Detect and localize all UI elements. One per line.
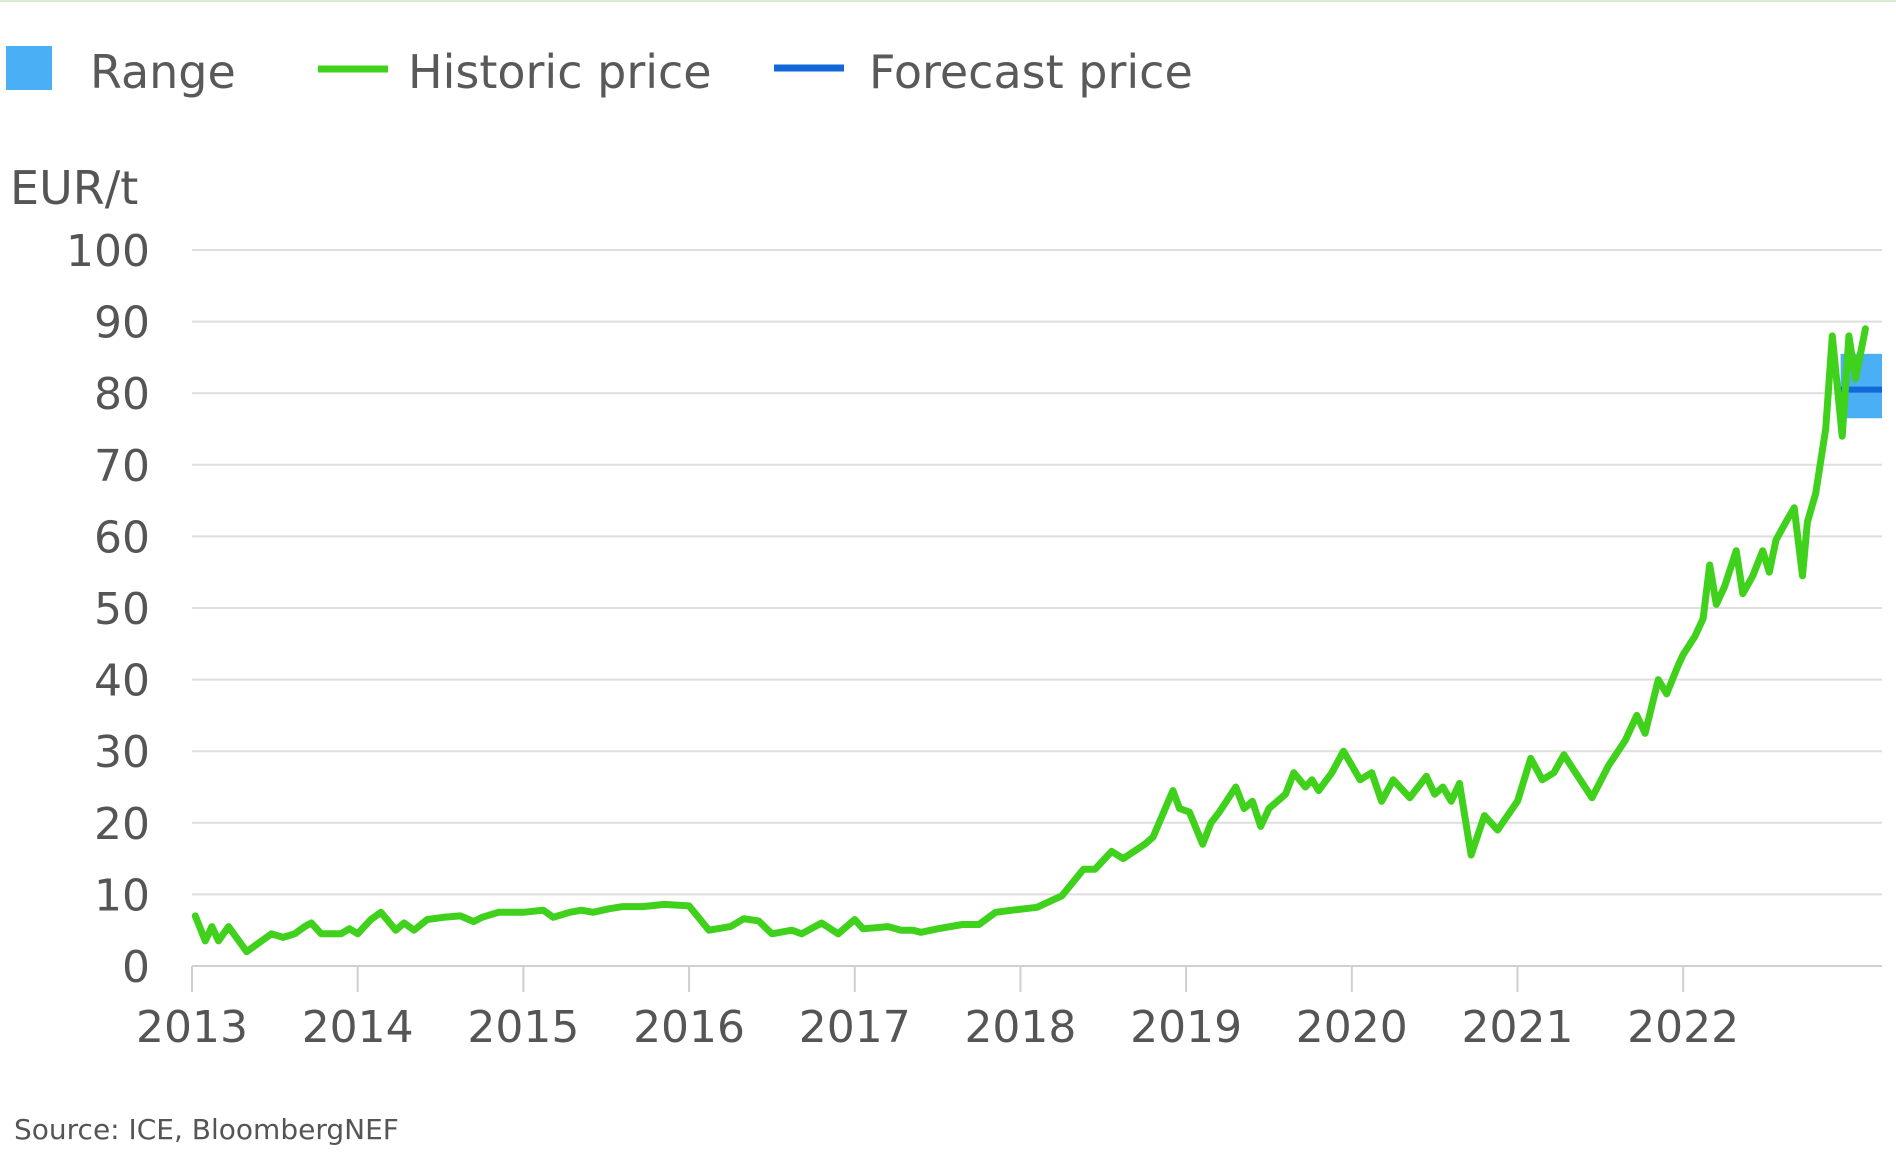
legend-range-label: Range xyxy=(90,45,236,99)
y-axis-ticks: 0 10 20 30 40 50 60 70 80 90 100 xyxy=(66,226,150,993)
x-axis: 2013 2014 2015 2016 2017 2018 2019 2020 2021 2022 xyxy=(136,965,1882,1053)
y-tick-label: 0 xyxy=(122,942,150,993)
y-tick-label: 70 xyxy=(94,441,150,492)
x-tick-label: 2018 xyxy=(964,1002,1076,1053)
historic-price-line xyxy=(191,325,1869,956)
gridlines xyxy=(192,249,1882,896)
x-tick-label: 2015 xyxy=(467,1002,579,1053)
x-tick-label: 2016 xyxy=(633,1002,745,1053)
x-tick-label: 2022 xyxy=(1627,1002,1739,1053)
y-tick-label: 100 xyxy=(66,226,150,277)
legend-forecast-label: Forecast price xyxy=(869,45,1193,99)
y-tick-label: 20 xyxy=(94,799,150,850)
legend: Range Historic price Forecast price xyxy=(6,45,1193,99)
y-tick-label: 10 xyxy=(94,870,150,921)
legend-historic-label: Historic price xyxy=(408,45,712,99)
legend-range-swatch xyxy=(6,46,52,90)
y-tick-label: 50 xyxy=(94,584,150,635)
source-note: Source: ICE, BloombergNEF xyxy=(14,1113,399,1146)
y-tick-label: 80 xyxy=(94,369,150,420)
series-layer xyxy=(191,325,1882,956)
x-tick-label: 2013 xyxy=(136,1002,248,1053)
y-tick-label: 30 xyxy=(94,727,150,778)
top-border xyxy=(0,0,1896,2)
x-tick-label: 2019 xyxy=(1130,1002,1242,1053)
x-tick-label: 2020 xyxy=(1296,1002,1408,1053)
y-axis-unit-label: EUR/t xyxy=(10,161,138,215)
x-tick-label: 2014 xyxy=(302,1002,414,1053)
x-tick-label: 2021 xyxy=(1461,1002,1573,1053)
y-tick-label: 90 xyxy=(94,298,150,349)
y-tick-label: 60 xyxy=(94,512,150,563)
x-tick-label: 2017 xyxy=(799,1002,911,1053)
y-tick-label: 40 xyxy=(94,656,150,707)
